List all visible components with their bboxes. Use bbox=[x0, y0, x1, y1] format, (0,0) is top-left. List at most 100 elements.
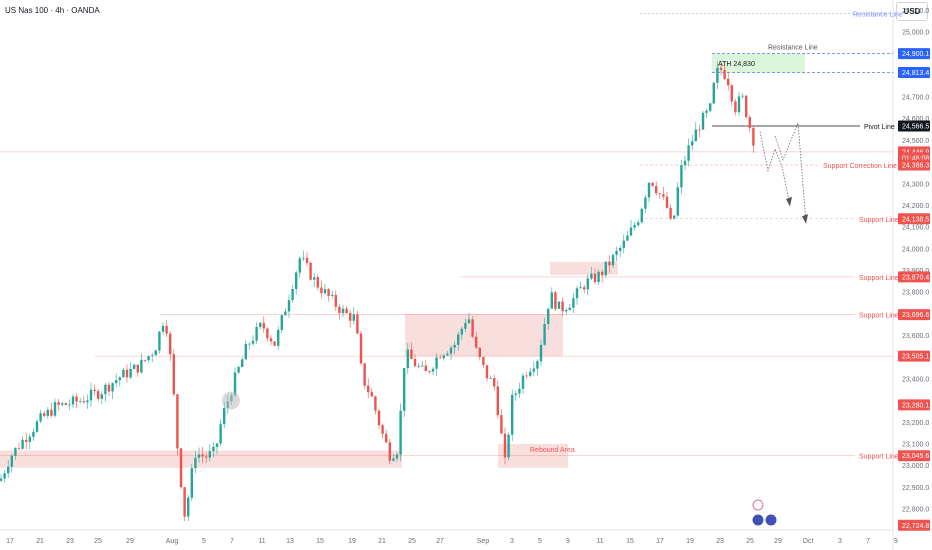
x-tick-label: Aug bbox=[166, 538, 179, 545]
candle bbox=[233, 372, 237, 396]
x-tick-label: 17 bbox=[6, 538, 14, 545]
candle bbox=[511, 394, 514, 435]
candle bbox=[82, 401, 85, 403]
x-tick-label: 29 bbox=[774, 538, 782, 545]
y-tick-label: 24,100.0 bbox=[902, 225, 929, 232]
candle bbox=[561, 301, 564, 312]
candle bbox=[442, 355, 445, 359]
price-badge bbox=[898, 159, 930, 171]
candle bbox=[133, 364, 136, 369]
candle bbox=[39, 413, 42, 422]
candle bbox=[50, 409, 53, 416]
price-badge bbox=[898, 66, 930, 78]
projection-arrowhead bbox=[786, 196, 792, 207]
candle bbox=[701, 112, 705, 130]
candle bbox=[748, 117, 751, 128]
candle bbox=[489, 377, 492, 379]
candle bbox=[651, 182, 654, 186]
candle bbox=[79, 401, 82, 402]
candle bbox=[219, 424, 222, 444]
price-axis[interactable]: 22,800.0 22,900.0 23,000.0 23,100.0 23,200.0… bbox=[902, 8, 929, 514]
y-tick-label: 23,600.0 bbox=[902, 333, 929, 340]
us-flag-icon[interactable] bbox=[752, 514, 764, 526]
candle bbox=[741, 95, 744, 97]
candle bbox=[676, 187, 679, 216]
candle bbox=[359, 333, 363, 364]
support-label: Support Line bbox=[859, 454, 899, 461]
price-badge bbox=[898, 271, 930, 283]
x-tick-label: 7 bbox=[866, 538, 870, 545]
candle bbox=[413, 358, 417, 367]
candle bbox=[104, 384, 107, 395]
candle bbox=[118, 377, 121, 381]
candle bbox=[14, 447, 17, 456]
candle bbox=[597, 271, 600, 282]
candle bbox=[345, 308, 348, 314]
candle bbox=[694, 129, 697, 142]
candle bbox=[10, 455, 13, 467]
candle bbox=[687, 145, 690, 161]
candle bbox=[543, 323, 546, 345]
candle bbox=[374, 396, 377, 411]
candle bbox=[313, 277, 316, 280]
candle bbox=[478, 347, 481, 358]
candle bbox=[601, 271, 604, 276]
candle bbox=[370, 392, 373, 397]
x-tick-label: 23 bbox=[716, 538, 724, 545]
candle bbox=[71, 396, 75, 405]
candle bbox=[727, 78, 730, 86]
candle bbox=[669, 207, 672, 219]
candle bbox=[680, 165, 683, 188]
x-tick-label: 27 bbox=[436, 538, 444, 545]
candle bbox=[273, 341, 276, 346]
candle bbox=[298, 258, 301, 273]
x-tick-label: 25 bbox=[746, 538, 754, 545]
candle bbox=[665, 196, 669, 208]
us-flag-icon[interactable] bbox=[765, 514, 777, 526]
candle bbox=[280, 315, 283, 330]
price-badge-label: 24,138.5 bbox=[902, 216, 929, 223]
candle bbox=[626, 235, 629, 241]
candle bbox=[323, 289, 327, 294]
candle bbox=[302, 257, 305, 259]
zone-label: Rebound Area bbox=[530, 447, 575, 454]
candle bbox=[93, 389, 96, 392]
candle bbox=[593, 273, 597, 282]
candle bbox=[367, 385, 370, 393]
candle bbox=[338, 306, 341, 314]
candle bbox=[503, 433, 507, 458]
x-tick-label: 3 bbox=[838, 538, 842, 545]
candle bbox=[633, 225, 636, 228]
candle bbox=[255, 326, 258, 341]
earnings-icon[interactable] bbox=[752, 499, 764, 511]
x-tick-label: Sep bbox=[477, 538, 490, 545]
candle bbox=[712, 82, 715, 104]
candle bbox=[485, 365, 489, 379]
candle bbox=[75, 396, 78, 402]
candle bbox=[518, 388, 521, 394]
x-tick-label: 19 bbox=[686, 538, 694, 545]
candle bbox=[61, 403, 64, 405]
currency-button[interactable]: USD bbox=[896, 2, 928, 21]
x-tick-label: 3 bbox=[510, 538, 514, 545]
event-icons[interactable] bbox=[752, 499, 777, 526]
candle bbox=[169, 333, 172, 355]
candle bbox=[611, 254, 615, 266]
x-tick-label: 9 bbox=[566, 538, 570, 545]
candle bbox=[471, 319, 474, 337]
price-badge-label: 23,505.1 bbox=[902, 354, 929, 361]
price-badge-label: 24,813.4 bbox=[902, 70, 929, 77]
candle bbox=[457, 334, 460, 345]
x-tick-label: 19 bbox=[348, 538, 356, 545]
candle bbox=[608, 261, 611, 266]
y-tick-label: 24,500.0 bbox=[902, 138, 929, 145]
candle bbox=[122, 369, 125, 378]
candle bbox=[97, 391, 100, 399]
candle bbox=[417, 365, 420, 367]
candle bbox=[89, 389, 93, 401]
candle bbox=[356, 314, 359, 334]
candle bbox=[554, 292, 557, 309]
time-axis[interactable]: 17 21 23 25 29 Aug 5 7 11 13 15 19 21 25 27 Sep 3 5 9 11 15 1… bbox=[6, 538, 898, 545]
y-tick-label: 23,400.0 bbox=[902, 376, 929, 383]
